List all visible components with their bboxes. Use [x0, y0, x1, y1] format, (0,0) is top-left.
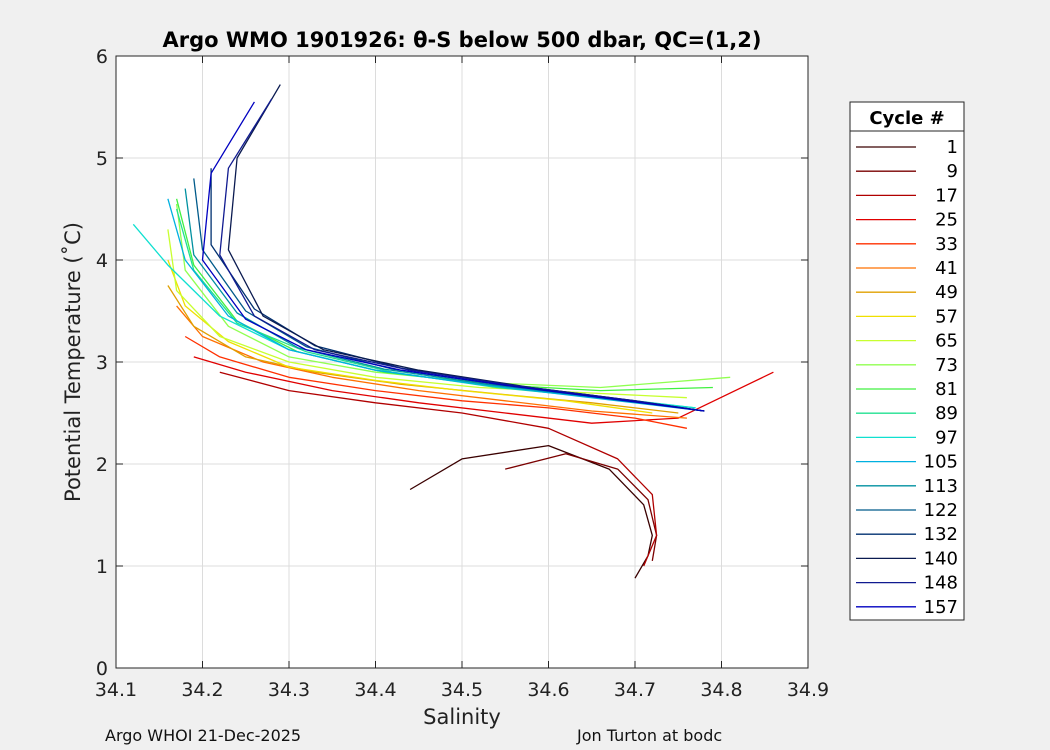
- series-line-cycle-157: [201, 101, 705, 412]
- y-tick-label: 6: [96, 46, 108, 68]
- x-tick-label: 34.2: [181, 679, 223, 701]
- axis-ticks: 34.1 34.2 34.3 34.4 34.5 34.6 34.7 34.8 34.9 0 1 2 3…: [95, 46, 829, 701]
- x-tick-label: 34.4: [354, 679, 396, 701]
- y-tick-label: 3: [96, 352, 108, 374]
- y-tick-label: 4: [96, 250, 108, 272]
- series-lines: [132, 84, 774, 579]
- legend-label-cycle-140: 140: [924, 548, 958, 569]
- legend-label-cycle-132: 132: [924, 524, 958, 545]
- legend-label-cycle-49: 49: [935, 282, 958, 303]
- legend-label-cycle-25: 25: [935, 210, 958, 231]
- x-tick-label: 34.5: [441, 679, 483, 701]
- x-tick-label: 34.3: [268, 679, 310, 701]
- y-tick-label: 2: [96, 454, 108, 476]
- legend-label-cycle-113: 113: [924, 476, 958, 497]
- legend-label-cycle-73: 73: [935, 355, 958, 376]
- y-tick-label: 5: [96, 148, 108, 170]
- series-line-cycle-57: [167, 259, 653, 414]
- legend-label-cycle-148: 148: [924, 573, 958, 594]
- legend-label-cycle-17: 17: [935, 185, 958, 206]
- y-axis-label: Potential Temperature (˚C): [61, 222, 85, 502]
- legend-label-cycle-9: 9: [947, 161, 958, 182]
- legend-label-cycle-57: 57: [935, 306, 958, 327]
- legend-label-cycle-65: 65: [935, 331, 958, 352]
- legend: Cycle # 1 9 17 25 33 41 49 57 65 73 81 89 97 105 113 12…: [849, 101, 965, 621]
- x-tick-label: 34.9: [787, 679, 829, 701]
- series-line-cycle-1: [409, 444, 653, 579]
- y-tick-label: 0: [96, 658, 108, 680]
- series-line-cycle-41: [176, 305, 687, 419]
- x-tick-label: 34.1: [95, 679, 137, 701]
- series-line-cycle-17: [219, 371, 658, 567]
- series-line-cycle-25: [193, 356, 774, 424]
- legend-label-cycle-97: 97: [935, 427, 958, 448]
- series-line-cycle-148: [219, 98, 705, 412]
- x-axis-label: Salinity: [423, 705, 501, 729]
- legend-label-cycle-1: 1: [947, 137, 958, 158]
- legend-label-cycle-33: 33: [935, 234, 958, 255]
- legend-label-cycle-89: 89: [935, 403, 958, 424]
- legend-items: 1 9 17 25 33 41 49 57 65 73 81 89 97 105 113 122 132 140 1…: [856, 137, 958, 618]
- legend-label-cycle-105: 105: [924, 452, 958, 473]
- series-line-cycle-9: [505, 453, 658, 562]
- legend-label-cycle-122: 122: [924, 500, 958, 521]
- footer-author: Jon Turton at bodc: [576, 726, 722, 745]
- chart-title: Argo WMO 1901926: θ-S below 500 dbar, QC…: [163, 28, 762, 52]
- series-line-cycle-105: [167, 198, 705, 412]
- x-tick-label: 34.6: [527, 679, 569, 701]
- y-tick-label: 1: [96, 556, 108, 578]
- legend-title: Cycle #: [869, 108, 944, 129]
- x-tick-label: 34.8: [700, 679, 742, 701]
- grid: [116, 56, 808, 668]
- footer-source: Argo WHOI 21-Dec-2025: [105, 726, 301, 745]
- series-line-cycle-73: [175, 203, 731, 389]
- legend-label-cycle-81: 81: [935, 379, 958, 400]
- series-line-cycle-33: [184, 335, 688, 429]
- legend-label-cycle-41: 41: [935, 258, 958, 279]
- legend-label-cycle-157: 157: [924, 597, 958, 618]
- x-tick-label: 34.7: [614, 679, 656, 701]
